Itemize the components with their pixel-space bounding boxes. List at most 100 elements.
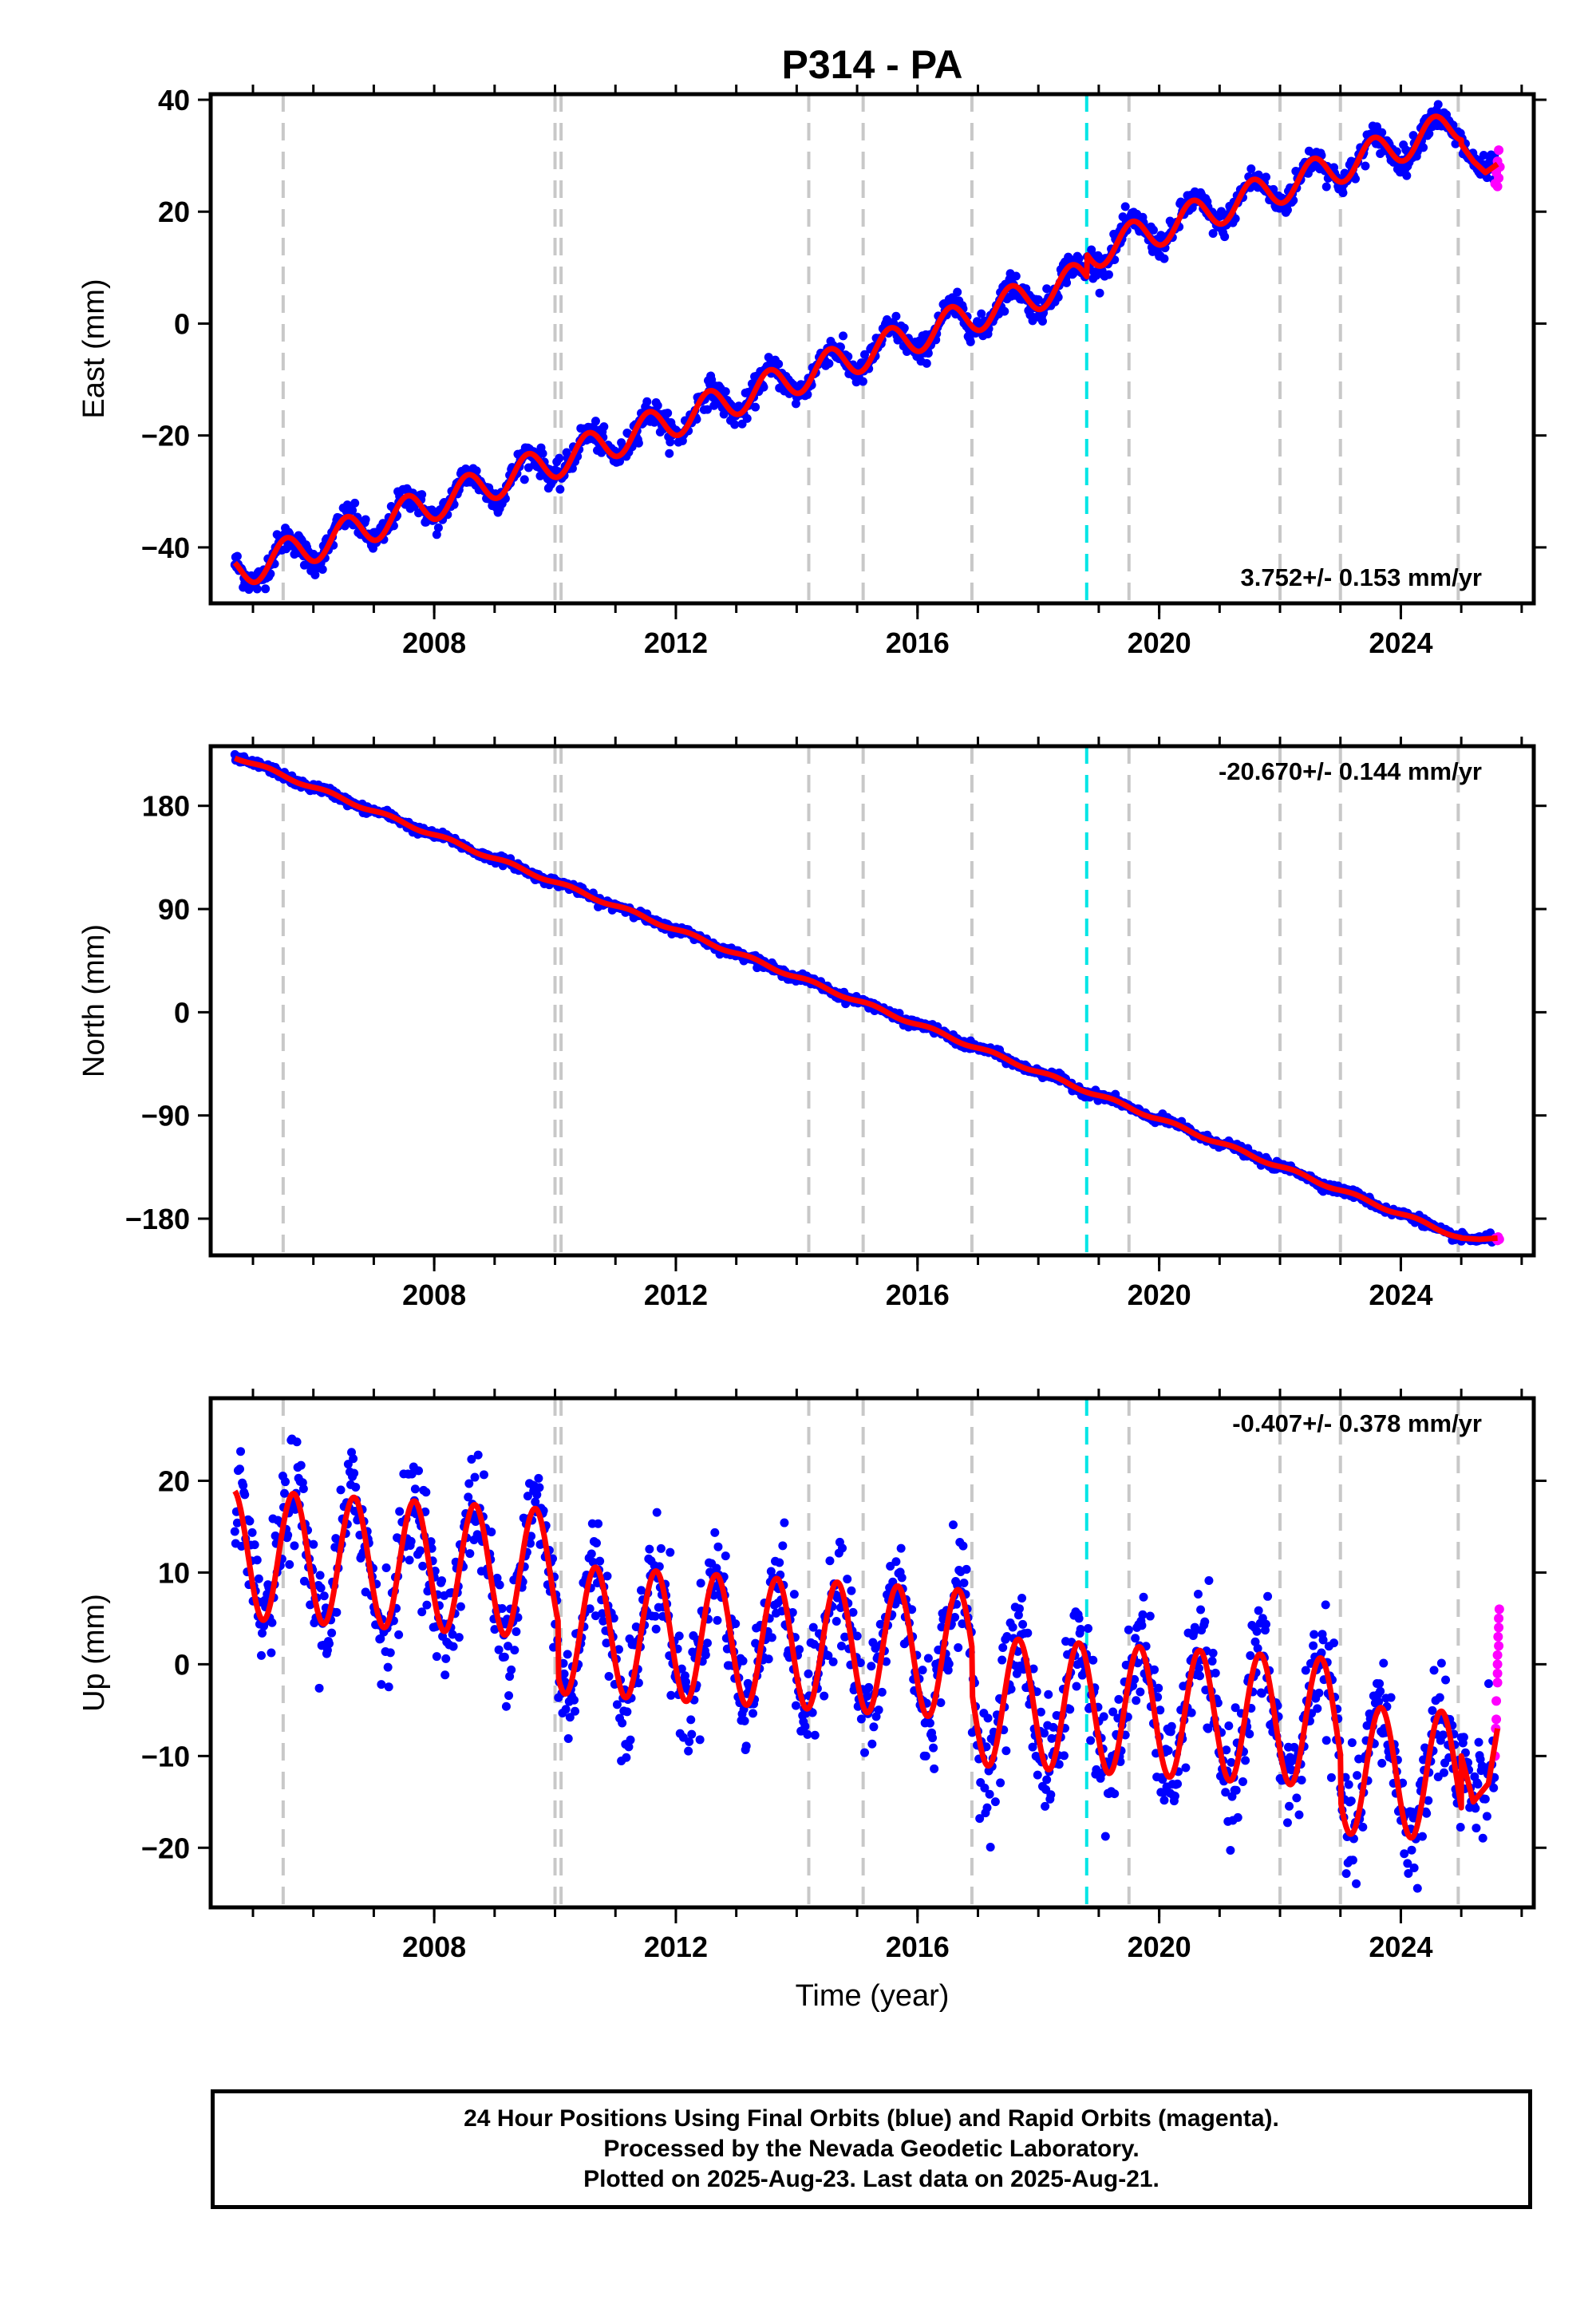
data-point [507, 1665, 516, 1674]
data-point [922, 358, 931, 368]
data-point [899, 323, 909, 333]
data-point [1226, 1845, 1235, 1855]
data-point [1149, 1665, 1159, 1674]
data-point [1282, 205, 1292, 215]
data-point [473, 1450, 483, 1460]
data-point [510, 1646, 519, 1655]
data-point [1076, 1625, 1085, 1634]
data-point [860, 1748, 870, 1757]
data-point [1072, 1682, 1081, 1691]
data-point [874, 1705, 883, 1715]
data-point [512, 1626, 521, 1636]
data-point [350, 498, 360, 508]
data-point [555, 484, 565, 494]
data-point [858, 377, 867, 386]
data-point [1139, 1592, 1148, 1602]
data-point [501, 1701, 511, 1711]
data-point [1347, 1738, 1357, 1748]
data-point [1292, 1793, 1302, 1803]
data-point [702, 1638, 712, 1648]
rapid-point [1492, 1659, 1503, 1670]
data-point [1351, 174, 1361, 184]
data-point [867, 1739, 877, 1749]
y-tick-label: 10 [158, 1556, 190, 1589]
data-point [1282, 1818, 1292, 1828]
data-point [985, 1789, 994, 1799]
footer-caption-box: 24 Hour Positions Using Final Orbits (bl… [211, 2089, 1532, 2209]
x-tick-label: 2008 [402, 1931, 466, 1963]
data-point [622, 1707, 632, 1717]
data-point [1124, 1625, 1133, 1634]
data-point [713, 1542, 723, 1551]
data-point [1441, 1675, 1451, 1685]
data-point [555, 453, 564, 463]
data-point [824, 358, 834, 368]
data-point [519, 475, 529, 484]
data-point [1478, 1833, 1487, 1843]
data-point [867, 1662, 876, 1671]
data-point [820, 1691, 829, 1701]
data-point [925, 1718, 934, 1728]
data-point [656, 1543, 666, 1553]
data-point [1208, 1648, 1218, 1658]
data-point [1451, 139, 1460, 148]
data-point [959, 1578, 969, 1587]
data-point [791, 1701, 800, 1710]
data-point [494, 1645, 504, 1654]
data-point [1167, 1721, 1176, 1731]
data-point [1297, 1776, 1306, 1785]
data-point [1132, 1696, 1141, 1705]
data-point [535, 1483, 544, 1492]
data-point [1046, 1790, 1056, 1800]
data-point [996, 1778, 1005, 1788]
data-point [1238, 1777, 1247, 1786]
data-point [267, 1618, 277, 1627]
y-tick-label: 20 [158, 196, 190, 228]
data-point [599, 422, 609, 432]
data-point [500, 1652, 509, 1662]
data-point [1436, 1658, 1446, 1668]
data-point [1262, 1619, 1271, 1629]
data-point [1472, 1824, 1481, 1833]
data-point [860, 350, 870, 359]
data-point [759, 382, 768, 392]
data-point [990, 1797, 1000, 1807]
data-point [252, 1555, 262, 1565]
data-point [296, 1460, 306, 1470]
data-point [986, 1843, 995, 1852]
data-point [701, 1650, 710, 1660]
data-point [256, 1650, 266, 1660]
data-point [285, 1559, 294, 1569]
data-point [325, 1639, 334, 1649]
data-point [1114, 1694, 1124, 1704]
data-point [1483, 1679, 1493, 1689]
x-tick-label: 2024 [1369, 1931, 1432, 1963]
y-tick-label: 0 [174, 1648, 190, 1681]
data-point [437, 1576, 447, 1586]
y-tick-label: −20 [141, 420, 190, 453]
x-tick-label: 2012 [644, 1931, 708, 1963]
data-point [1100, 1832, 1110, 1841]
data-point [869, 1722, 879, 1732]
data-point [1435, 1693, 1444, 1702]
data-point [332, 1607, 342, 1617]
data-point [1163, 1746, 1173, 1756]
data-point [751, 402, 760, 412]
data-point [1001, 1746, 1011, 1756]
data-point [998, 1642, 1008, 1652]
data-point [1014, 1604, 1024, 1614]
data-point [1379, 1658, 1389, 1668]
data-point [1033, 1770, 1042, 1780]
data-point [780, 1518, 789, 1528]
y-tick-label: −40 [141, 532, 190, 564]
data-point [1459, 1733, 1468, 1742]
y-tick-label: 0 [174, 307, 190, 340]
data-point [645, 1544, 654, 1554]
data-point [622, 1753, 631, 1762]
data-point [1482, 173, 1491, 183]
data-point [1170, 1791, 1179, 1800]
data-point [1358, 1822, 1368, 1832]
data-point [1353, 1771, 1362, 1780]
data-point [666, 1547, 675, 1557]
data-point [1480, 1794, 1490, 1804]
